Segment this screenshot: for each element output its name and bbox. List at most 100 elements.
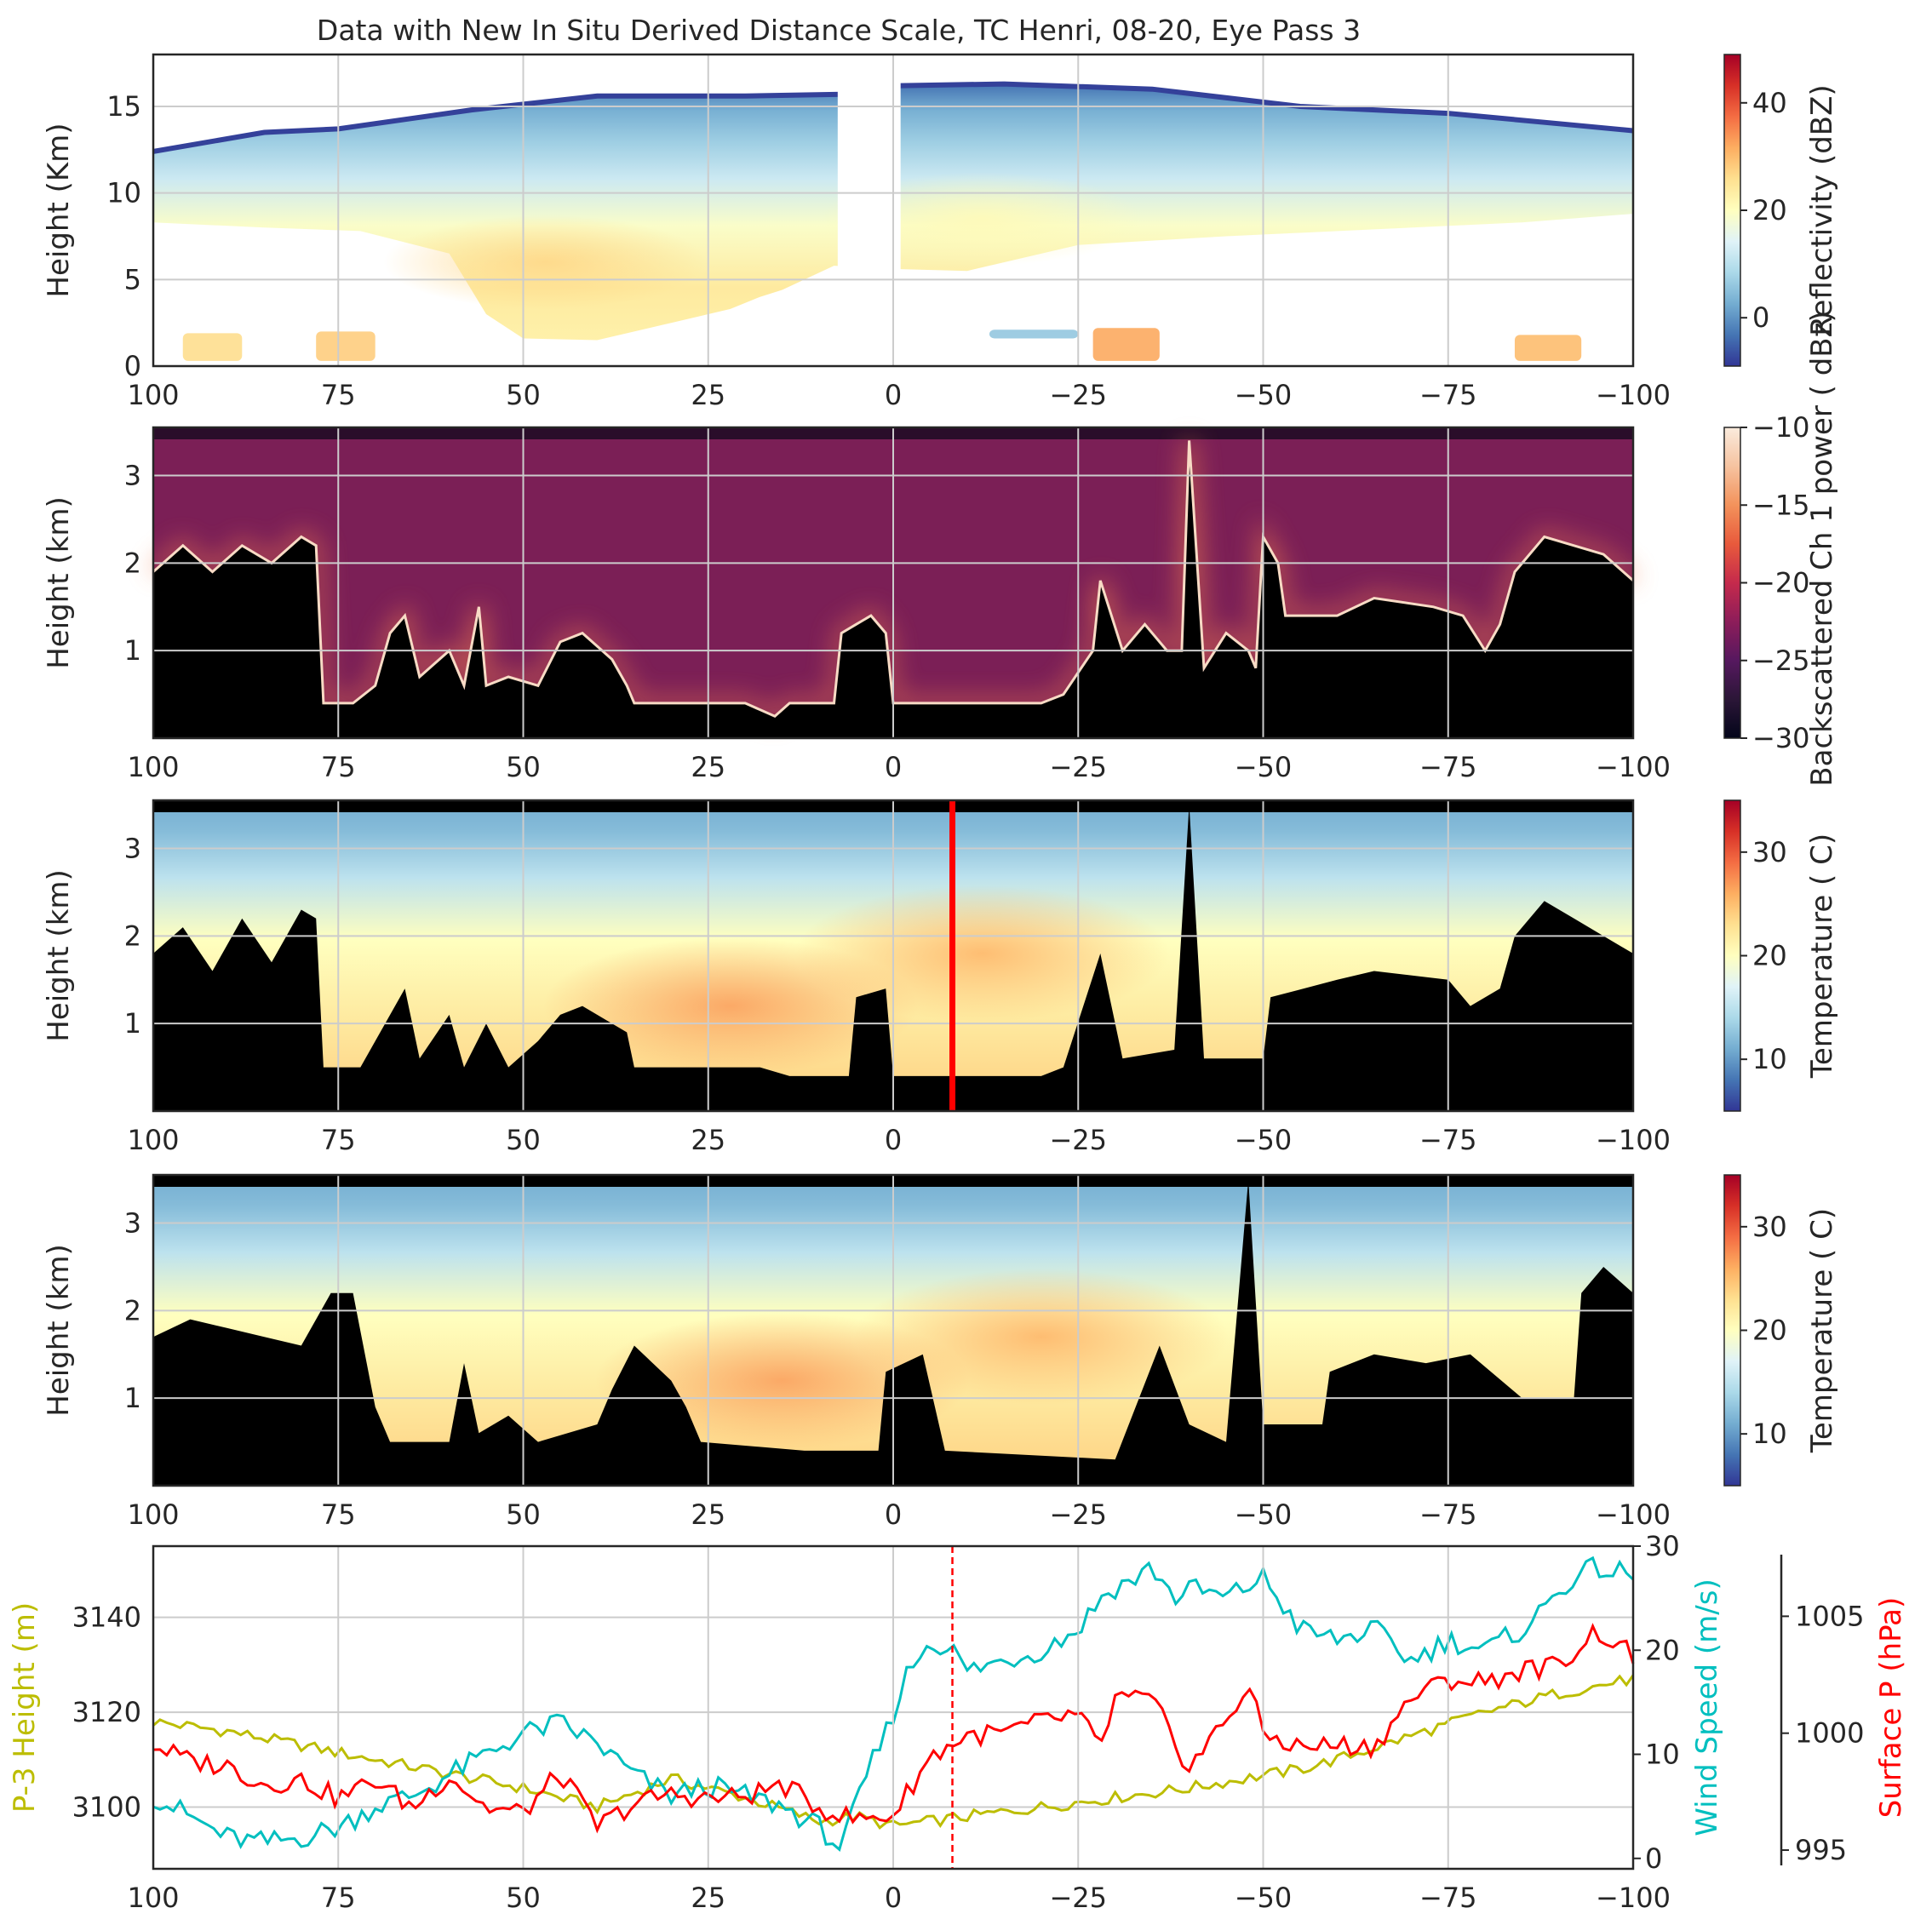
colorbar-tick-label: −25 (1752, 645, 1810, 677)
pressure-tick-label: 995 (1795, 1834, 1847, 1866)
y-tick-label: 15 (106, 90, 141, 123)
x-tick-label: −25 (1049, 1882, 1107, 1914)
y-tick-label: 1 (124, 634, 141, 667)
cloud-top-return (152, 440, 1634, 719)
y-tick-label: 1 (124, 1382, 141, 1414)
masked-region (153, 805, 1633, 1111)
x-tick-label: −25 (1049, 1124, 1107, 1156)
low-echo-cell (182, 333, 243, 361)
x-tick-label: −25 (1049, 1498, 1107, 1531)
x-tick-label: −50 (1235, 751, 1293, 783)
x-tick-label: 25 (691, 379, 725, 411)
panel3-ylabel: Height (km) (42, 1244, 76, 1417)
x-tick-label: 75 (321, 751, 356, 783)
x-tick-label: 0 (885, 1124, 902, 1156)
figure-title: Data with New In Situ Derived Distance S… (317, 14, 1361, 47)
left-y-tick-label: 3100 (72, 1791, 141, 1824)
x-tick-label: 75 (321, 379, 356, 411)
x-tick-label: −50 (1235, 1124, 1293, 1156)
colorbar-tick-label: 40 (1752, 87, 1787, 119)
left-y-tick-label: 3140 (72, 1601, 141, 1634)
x-tick-label: 100 (127, 379, 179, 411)
x-tick-label: −75 (1419, 379, 1477, 411)
x-tick-label: −75 (1419, 1124, 1477, 1156)
left-y-tick-label: 3120 (72, 1696, 141, 1728)
warm-core (853, 1269, 1229, 1406)
x-tick-label: 50 (506, 751, 541, 783)
low-echo-cell (989, 329, 1079, 339)
y-tick-label: 1 (124, 1007, 141, 1040)
colorbar-tick-label: 20 (1752, 1315, 1787, 1347)
panel3-frame (152, 1173, 1635, 1487)
panel4-x-grid (152, 1546, 1634, 1869)
low-echo-cell (1514, 335, 1582, 361)
y-tick-label: 0 (124, 350, 141, 382)
y-tick-label: 10 (106, 177, 141, 209)
left-y-label: P-3 Height (m) (8, 1602, 42, 1813)
right-y-tick-label: 10 (1645, 1739, 1680, 1771)
colorbar-tick-label: 10 (1752, 1043, 1787, 1075)
x-tick-label: −50 (1235, 379, 1293, 411)
x-tick-label: 0 (885, 1882, 902, 1914)
y-tick-label: 3 (124, 833, 141, 865)
pressure-tick-label: 1005 (1795, 1600, 1864, 1632)
low-echo-cell (1092, 328, 1160, 361)
echo-core (820, 172, 1144, 266)
warm-core (794, 885, 1170, 1022)
right-y-tick-label: 0 (1645, 1842, 1662, 1875)
x-tick-label: −75 (1419, 1498, 1477, 1531)
data-gap (837, 54, 901, 366)
panel0-ylabel: Height (Km) (42, 123, 76, 297)
colorbar-tick-label: −20 (1752, 567, 1810, 599)
panel1-y-axis: 1 2 3 (124, 460, 1633, 667)
y-tick-label: 5 (124, 263, 141, 295)
y-tick-label: 2 (124, 1294, 141, 1326)
y-tick-label: 3 (124, 1207, 141, 1240)
x-tick-label: 25 (691, 751, 725, 783)
x-tick-label: −75 (1419, 751, 1477, 783)
x-tick-label: 50 (506, 379, 541, 411)
colorbar-label: Temperature ( C) (1805, 834, 1839, 1079)
x-tick-label: 75 (321, 1498, 356, 1531)
colorbar-tick-label: 30 (1752, 836, 1787, 868)
panel2-ylabel: Height (km) (42, 869, 76, 1042)
x-tick-label: −100 (1596, 751, 1671, 783)
panel4-frame (152, 1544, 1635, 1871)
colorbar-tick-label: −10 (1752, 411, 1810, 444)
echo-core (383, 215, 708, 309)
panel1-colorbar (1723, 427, 1741, 739)
x-tick-label: 50 (506, 1498, 541, 1531)
colorbar-tick-label: 10 (1752, 1418, 1787, 1450)
panel3-y-axis: 1 2 3 (124, 1207, 1633, 1414)
right-y-tick-label: 30 (1645, 1530, 1680, 1562)
colorbar-label: Temperature ( C) (1805, 1208, 1839, 1453)
x-tick-label: 25 (691, 1124, 725, 1156)
low-echo-cell (316, 331, 376, 361)
panel2-colorbar (1723, 799, 1741, 1112)
x-tick-label: 25 (691, 1498, 725, 1531)
x-tick-label: −100 (1596, 379, 1671, 411)
y-tick-label: 3 (124, 460, 141, 492)
x-tick-label: 100 (127, 1124, 179, 1156)
x-tick-label: −100 (1596, 1498, 1671, 1531)
colorbar-tick-label: 30 (1752, 1211, 1787, 1243)
panel1-frame (152, 426, 1635, 740)
panel2-frame (152, 799, 1635, 1113)
panel4-flight-level: 3100 3120 3140 (72, 1555, 1635, 1852)
panel2-y-axis: 1 2 3 (124, 833, 1633, 1040)
x-tick-label: −75 (1419, 1882, 1477, 1914)
x-tick-label: −100 (1596, 1882, 1671, 1914)
colorbar-tick-label: −15 (1752, 489, 1810, 521)
panel0-frame (152, 53, 1635, 368)
colorbar-tick-label: 20 (1752, 194, 1787, 226)
x-tick-label: −100 (1596, 1124, 1671, 1156)
x-tick-label: −25 (1049, 751, 1107, 783)
panel1-ylabel: Height (km) (42, 496, 76, 669)
colorbar-label: Backscattered Ch 1 power ( dBz) (1805, 311, 1839, 786)
x-tick-label: −25 (1049, 379, 1107, 411)
colorbar-tick-label: 0 (1752, 301, 1769, 334)
x-tick-label: 25 (691, 1882, 725, 1914)
colorbar-tick-label: 20 (1752, 940, 1787, 972)
